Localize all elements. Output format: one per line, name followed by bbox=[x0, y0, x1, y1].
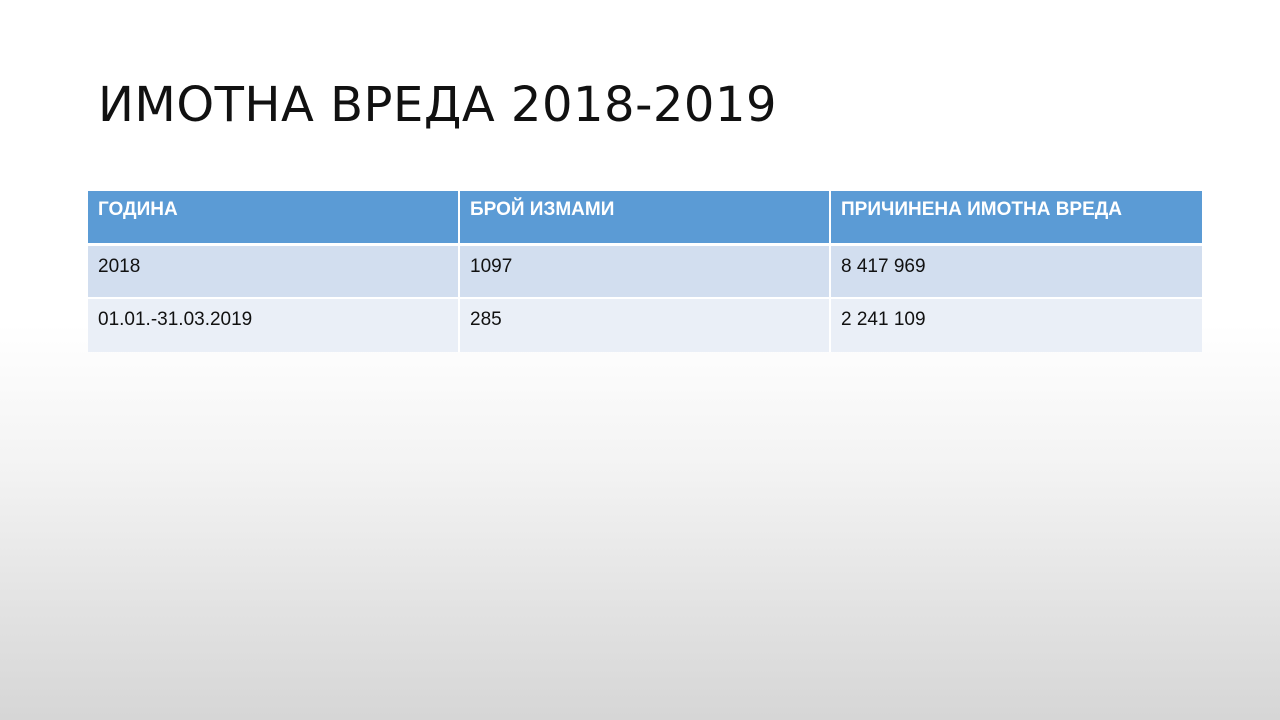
slide-title: ИМОТНА ВРЕДА 2018-2019 bbox=[98, 77, 778, 133]
cell-year: 01.01.-31.03.2019 bbox=[88, 298, 460, 352]
table-header-row: ГОДИНА БРОЙ ИЗМАМИ ПРИЧИНЕНА ИМОТНА ВРЕД… bbox=[88, 191, 1202, 246]
header-year: ГОДИНА bbox=[88, 191, 460, 246]
damage-table: ГОДИНА БРОЙ ИЗМАМИ ПРИЧИНЕНА ИМОТНА ВРЕД… bbox=[88, 191, 1202, 352]
cell-damage-amount: 8 417 969 bbox=[830, 244, 1202, 299]
data-table-container: ГОДИНА БРОЙ ИЗМАМИ ПРИЧИНЕНА ИМОТНА ВРЕД… bbox=[88, 191, 1202, 352]
header-damage-amount: ПРИЧИНЕНА ИМОТНА ВРЕДА bbox=[830, 191, 1202, 246]
cell-damage-amount: 2 241 109 bbox=[830, 298, 1202, 352]
header-fraud-count: БРОЙ ИЗМАМИ bbox=[459, 191, 831, 246]
cell-fraud-count: 1097 bbox=[459, 244, 831, 299]
table-row: 2018 1097 8 417 969 bbox=[88, 244, 1202, 299]
cell-year: 2018 bbox=[88, 244, 460, 299]
cell-fraud-count: 285 bbox=[459, 298, 831, 352]
table-row: 01.01.-31.03.2019 285 2 241 109 bbox=[88, 298, 1202, 352]
